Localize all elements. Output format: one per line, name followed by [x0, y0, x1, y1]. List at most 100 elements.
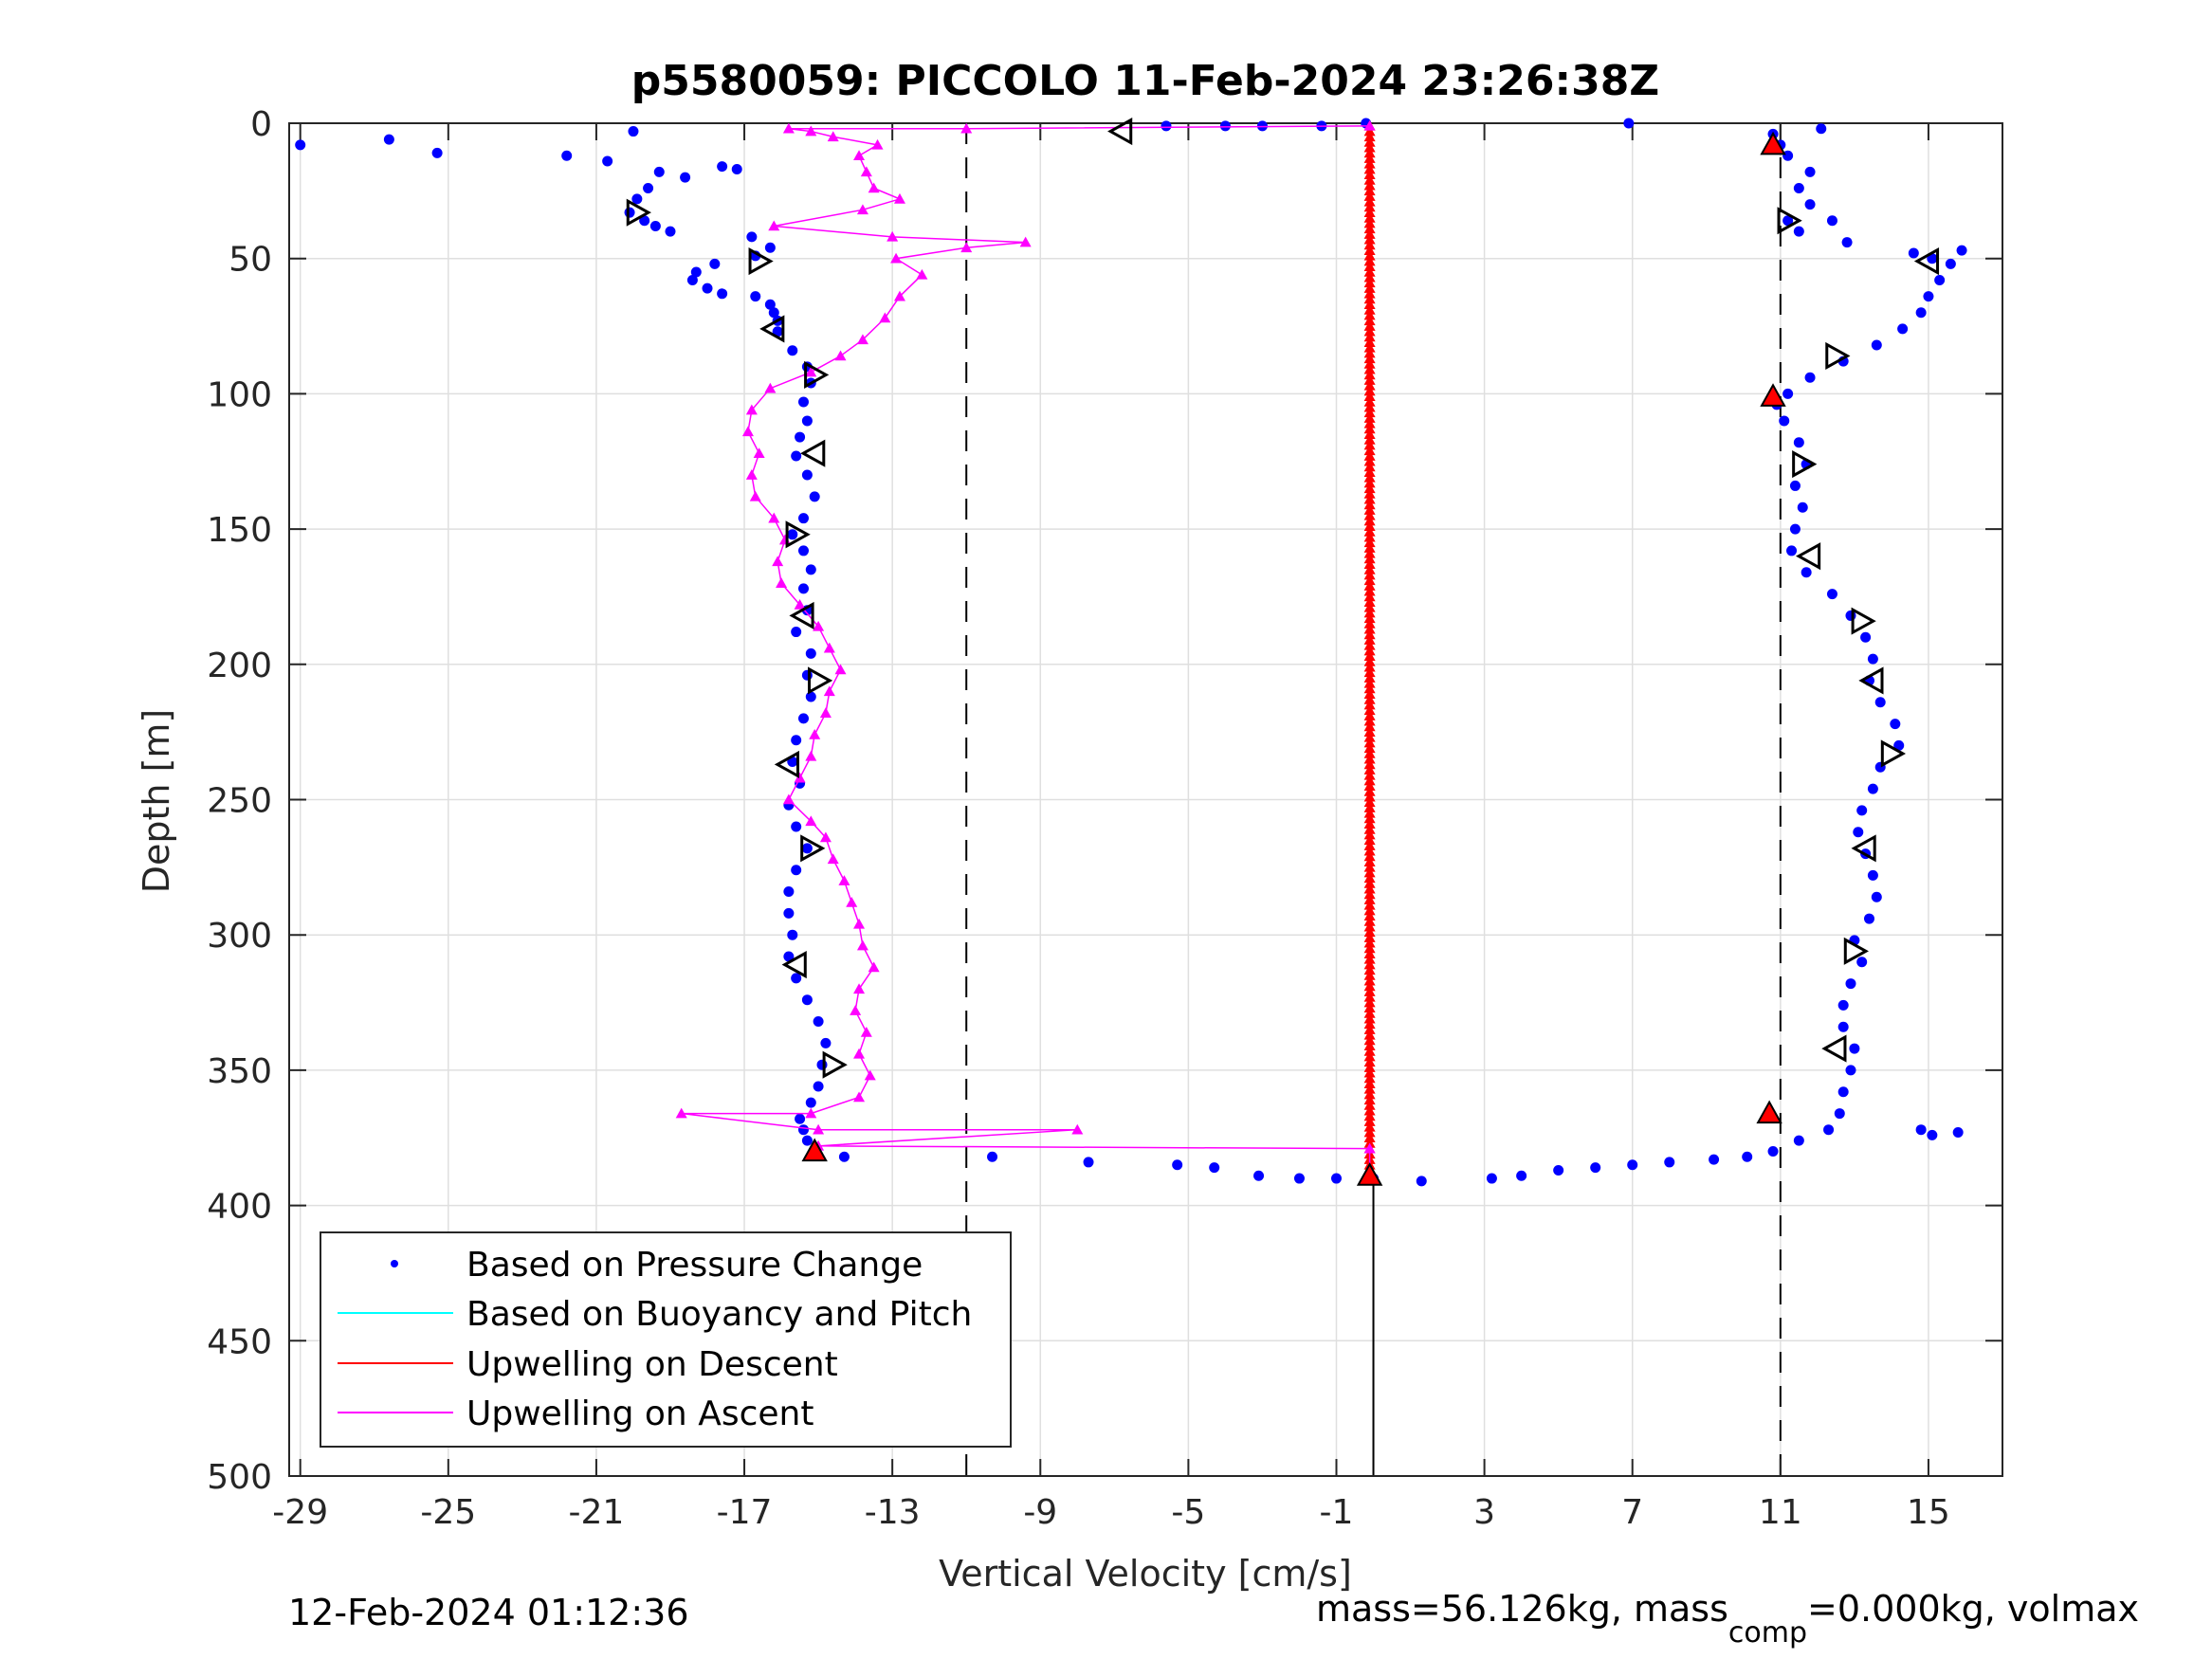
pressure-change-point [795, 431, 806, 443]
pressure-change-point [1845, 1065, 1856, 1076]
descent-upwelling-marker [1363, 412, 1376, 423]
pressure-change-point [750, 291, 761, 302]
descent-upwelling-marker [1363, 153, 1376, 163]
descent-upwelling-marker [1363, 699, 1376, 710]
pressure-change-point [1486, 1173, 1497, 1184]
descent-upwelling-marker [1363, 1110, 1376, 1121]
descent-upwelling-marker [1363, 228, 1376, 239]
pressure-change-point [1856, 805, 1868, 816]
ascent-upwelling-marker [1071, 1123, 1084, 1135]
descent-upwelling-marker [1363, 1029, 1376, 1040]
pressure-change-point [1779, 415, 1790, 427]
pressure-change-point [665, 226, 676, 237]
ascent-upwelling-marker [916, 268, 928, 280]
descent-upwelling-marker [1363, 645, 1376, 656]
pressure-change-point [787, 529, 798, 540]
descent-upwelling-marker [1363, 341, 1376, 353]
descent-upwelling-marker [1363, 872, 1376, 884]
descent-upwelling-marker [1363, 477, 1376, 488]
pressure-change-point [1627, 1159, 1638, 1171]
descent-upwelling-marker [1363, 1116, 1376, 1126]
descent-upwelling-marker [1363, 710, 1376, 720]
descent-upwelling-marker [1363, 1007, 1376, 1018]
descent-upwelling-marker [1363, 726, 1376, 737]
y-tick-label: 500 [207, 1458, 272, 1497]
descent-upwelling-marker [1363, 195, 1376, 207]
descent-upwelling-marker [1363, 509, 1376, 520]
x-tick-label: 11 [1759, 1493, 1802, 1532]
descent-upwelling-marker [1363, 693, 1376, 704]
descent-upwelling-marker [1363, 401, 1376, 412]
pressure-change-point [1837, 999, 1849, 1011]
x-tick-label: -1 [1320, 1493, 1354, 1532]
ascent-upwelling-marker [893, 192, 905, 204]
descent-upwelling-marker [1363, 1056, 1376, 1067]
descent-upwelling-marker [1363, 439, 1376, 450]
ascent-upwelling-marker [776, 577, 788, 588]
descent-upwelling-marker [1363, 861, 1376, 872]
descent-upwelling-marker [1363, 379, 1376, 391]
descent-upwelling-marker [1363, 553, 1376, 564]
descent-upwelling-marker [1363, 1050, 1376, 1062]
descent-upwelling-marker [1363, 179, 1376, 191]
descent-upwelling-marker [1363, 385, 1376, 396]
pressure-change-point [1709, 1154, 1720, 1165]
descent-upwelling-marker [1363, 812, 1376, 824]
pressure-change-point [1860, 631, 1872, 643]
descent-upwelling-marker [1363, 769, 1376, 780]
pressure-change-point [1923, 291, 1934, 302]
descent-upwelling-marker [1363, 904, 1376, 916]
descent-upwelling-marker [1363, 504, 1376, 515]
direction-marker [800, 834, 826, 863]
descent-upwelling-marker [1363, 910, 1376, 921]
pressure-change-point [801, 994, 813, 1006]
ascent-upwelling-marker [805, 1107, 817, 1119]
descent-upwelling-marker [1363, 211, 1376, 223]
pressure-change-point [1804, 372, 1816, 383]
pressure-change-point [816, 1059, 828, 1070]
descent-upwelling-marker [1363, 1034, 1376, 1046]
ascent-upwelling-marker [823, 642, 835, 653]
legend-symbol-pressure [391, 1260, 398, 1267]
descent-upwelling-marker [1363, 758, 1376, 770]
pressure-change-point [768, 307, 779, 319]
ascent-upwelling-marker [772, 556, 784, 567]
pressure-change-point [1793, 226, 1804, 237]
descent-upwelling-marker [1363, 277, 1376, 288]
direction-marker [1851, 607, 1876, 635]
pressure-change-point [1837, 1086, 1849, 1098]
pressure-change-point [1853, 827, 1864, 838]
descent-upwelling-marker [1363, 629, 1376, 640]
ascent-upwelling-marker [768, 220, 780, 231]
descent-upwelling-marker [1363, 731, 1376, 742]
descent-upwelling-marker [1363, 753, 1376, 764]
descent-upwelling-marker [1363, 493, 1376, 504]
descent-upwelling-marker [1363, 169, 1376, 180]
pressure-change-point [764, 299, 776, 310]
y-tick-label: 300 [207, 917, 272, 956]
pressure-change-point [639, 215, 650, 227]
descent-upwelling-marker [1363, 715, 1376, 726]
x-tick-label: 7 [1621, 1493, 1643, 1532]
pressure-change-point [680, 172, 691, 183]
pressure-change-point [805, 691, 816, 702]
pressure-change-point [383, 134, 394, 145]
descent-upwelling-marker [1363, 791, 1376, 802]
descent-upwelling-marker [1363, 337, 1376, 347]
descent-upwelling-marker [1363, 986, 1376, 996]
y-tick-label: 200 [207, 647, 272, 685]
direction-marker [1851, 834, 1876, 863]
descent-upwelling-marker [1363, 125, 1376, 137]
descent-upwelling-marker [1363, 315, 1376, 326]
ascent-upwelling-marker [853, 983, 866, 994]
descent-upwelling-marker [1363, 217, 1376, 228]
pressure-change-point [631, 193, 643, 205]
direction-marker [808, 666, 833, 695]
descent-upwelling-marker [1363, 937, 1376, 948]
descent-upwelling-marker [1363, 455, 1376, 466]
pressure-change-point [561, 150, 573, 161]
direction-marker [1777, 207, 1802, 235]
descent-upwelling-marker [1363, 331, 1376, 342]
legend-box [320, 1231, 1012, 1448]
pressure-change-point [791, 865, 802, 876]
